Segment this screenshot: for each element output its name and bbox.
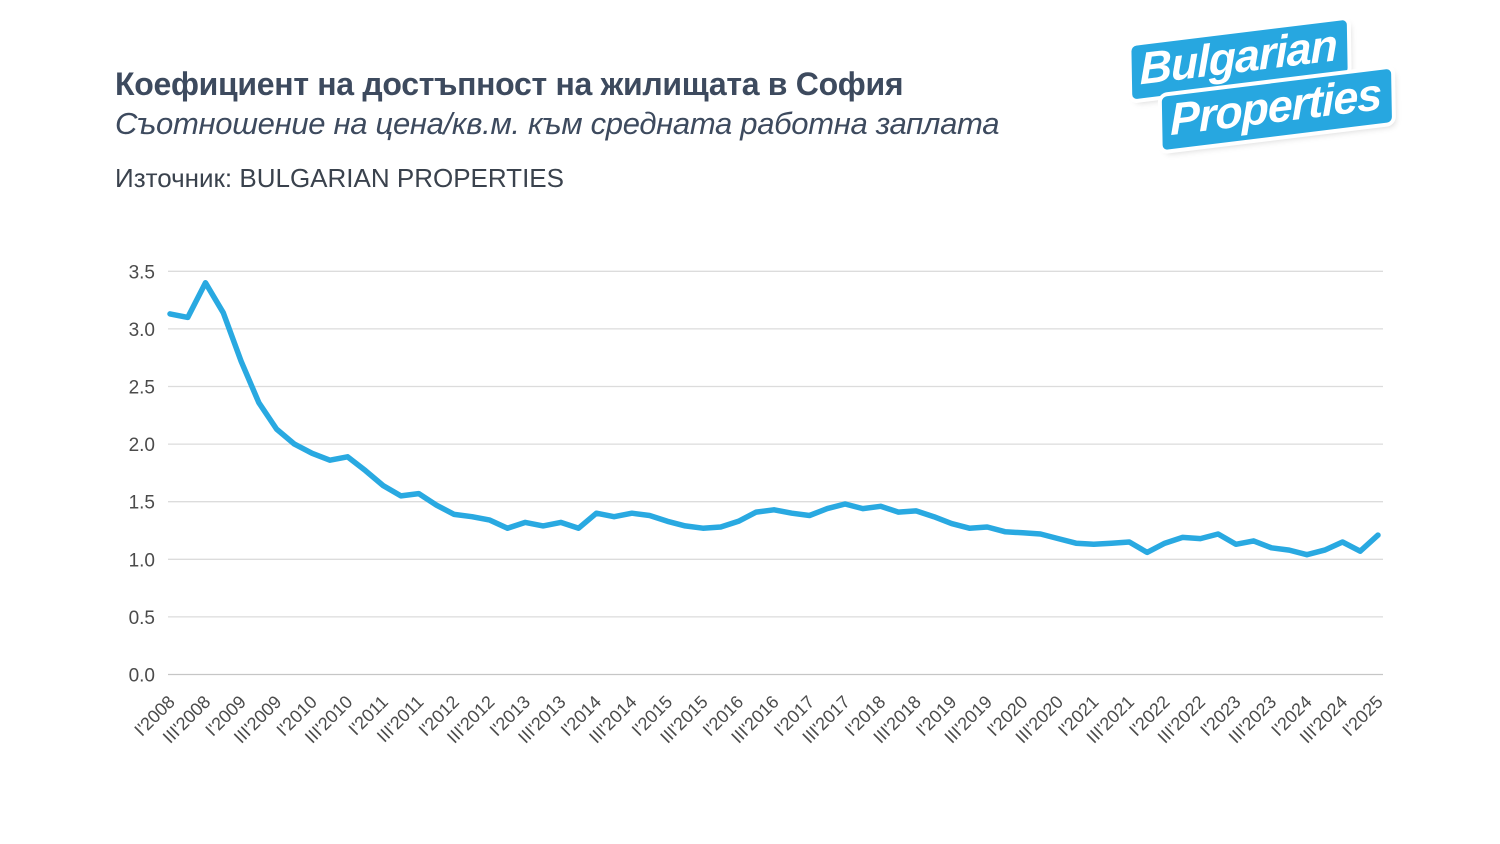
source-label: Източник: BULGARIAN PROPERTIES xyxy=(115,163,564,193)
y-tick-label: 1.0 xyxy=(129,550,155,571)
y-tick-label: 1.5 xyxy=(129,493,155,514)
y-tick-label: 3.5 xyxy=(129,262,155,283)
chart-title: Коефициент на достъпност на жилищата в С… xyxy=(115,66,904,102)
chart-subtitle: Съотношение на цена/кв.м. към средната р… xyxy=(115,106,1000,141)
y-tick-label: 0.5 xyxy=(129,608,155,629)
y-tick-label: 2.5 xyxy=(129,378,155,399)
data-line xyxy=(167,280,1381,558)
x-tick-label: I'2025 xyxy=(1338,692,1386,740)
y-tick-label: 2.0 xyxy=(129,435,155,456)
y-tick-label: 0.0 xyxy=(129,666,155,687)
y-tick-label: 3.0 xyxy=(129,320,155,341)
